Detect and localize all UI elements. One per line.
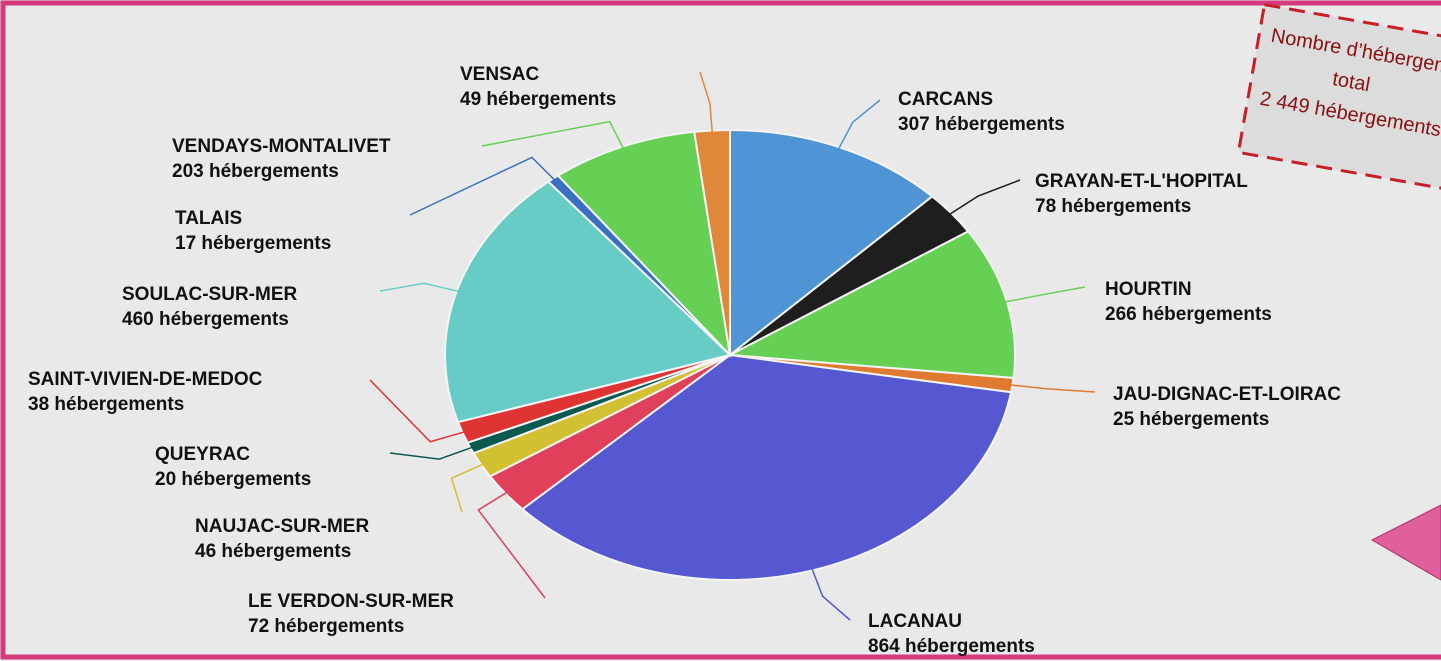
slice-value-label: 38 hébergements [28, 394, 184, 415]
note-box [1236, 2, 1441, 200]
leader-line [1002, 286, 1086, 304]
slice-value-label: 864 hébergements [868, 636, 1035, 657]
slice-label: QUEYRAC [155, 444, 250, 465]
slice-label: LE VERDON-SUR-MER [248, 591, 454, 612]
slice-value-label: 266 hébergements [1105, 304, 1272, 325]
slice-label: JAU-DIGNAC-ET-LOIRAC [1113, 384, 1341, 405]
slice-label: SAINT-VIVIEN-DE-MEDOC [28, 369, 263, 390]
slice-label: VENSAC [460, 64, 539, 85]
leader-line [1008, 383, 1096, 393]
slice-label: HOURTIN [1105, 279, 1192, 300]
slice-value-label: 72 hébergements [248, 616, 404, 637]
slice-value-label: 20 hébergements [155, 469, 311, 490]
leader-line [810, 566, 851, 621]
leader-line [837, 99, 881, 151]
leader-line [369, 379, 467, 443]
slice-value-label: 49 hébergements [460, 89, 616, 110]
slice-value-label: 17 hébergements [175, 233, 331, 254]
leader-line [450, 462, 486, 513]
slice-label: CARCANS [898, 89, 993, 110]
slice-value-label: 25 hébergements [1113, 409, 1269, 430]
leader-line [409, 156, 557, 216]
leader-line [389, 445, 475, 460]
arrow-shape [1370, 504, 1441, 581]
leader-line [379, 282, 462, 293]
slice-label: VENDAYS-MONTALIVET [172, 136, 391, 157]
total-box: Nombre d’hébergements total 2 449 héberg… [1236, 2, 1441, 200]
slice-value-label: 46 hébergements [195, 541, 351, 562]
slice-label: NAUJAC-SUR-MER [195, 516, 369, 537]
slice-value-label: 78 hébergements [1035, 196, 1191, 217]
slice-label: LACANAU [868, 611, 962, 632]
leader-line [699, 71, 714, 134]
slice-value-label: 307 hébergements [898, 114, 1065, 135]
leader-line [477, 490, 546, 599]
slice-label: GRAYAN-ET-L'HOPITAL [1035, 171, 1248, 192]
leader-line [481, 120, 625, 151]
slice-label: SOULAC-SUR-MER [122, 284, 297, 305]
slice-value-label: 203 hébergements [172, 161, 339, 182]
slice-label: TALAIS [175, 208, 242, 229]
slice-value-label: 460 hébergements [122, 309, 289, 330]
leader-line [947, 179, 1021, 216]
